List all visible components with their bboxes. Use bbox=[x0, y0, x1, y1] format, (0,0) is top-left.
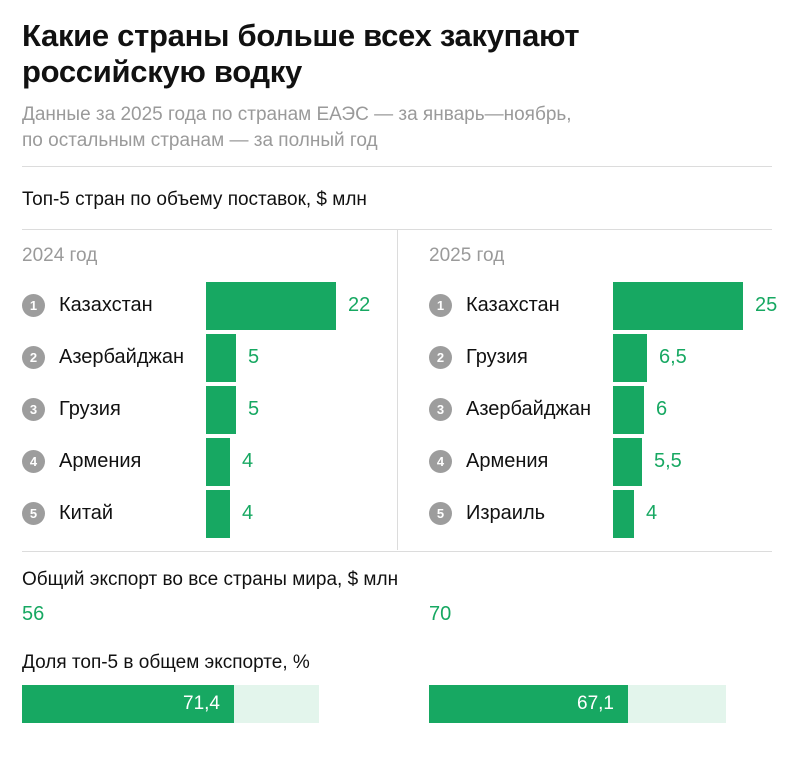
bar-value-label: 5 bbox=[248, 398, 260, 420]
bar-value-label: 5 bbox=[248, 346, 260, 368]
bar-2025-1 bbox=[613, 282, 743, 330]
bar-row: 4 Армения 4 bbox=[22, 436, 392, 488]
country-label: Азербайджан bbox=[59, 346, 185, 368]
subtitle-line-2: по остальным странам — за полный год bbox=[22, 130, 378, 151]
share-fill-2025 bbox=[429, 685, 628, 723]
bar-2025-5 bbox=[613, 490, 634, 538]
bar-row: 1 Казахстан 25 bbox=[429, 280, 796, 332]
country-label: Грузия bbox=[59, 398, 121, 420]
chart-2025: 2025 год 1 Казахстан 25 2 Грузия 6,5 3 Азербайд… bbox=[429, 230, 796, 550]
chart-2024-year-label: 2024 год bbox=[22, 245, 98, 266]
bar-value-label: 6 bbox=[656, 398, 668, 420]
country-label: Израиль bbox=[466, 502, 546, 524]
bar-2024-3 bbox=[206, 386, 236, 434]
country-label: Азербайджан bbox=[466, 398, 592, 420]
share-bar-2025: 67,1 bbox=[429, 685, 726, 723]
share-title: Доля топ-5 в общем экспорте, % bbox=[22, 652, 310, 673]
rank-badge: 2 bbox=[429, 346, 452, 369]
total-export-2025: 70 bbox=[429, 603, 452, 625]
bar-value-label: 4 bbox=[646, 502, 658, 524]
country-label: Грузия bbox=[466, 346, 528, 368]
divider-charts-top bbox=[22, 229, 772, 230]
bar-value-label: 22 bbox=[348, 294, 371, 316]
rank-badge: 4 bbox=[429, 450, 452, 473]
bar-row: 5 Китай 4 bbox=[22, 488, 392, 540]
chart-2024: 2024 год 1 Казахстан 22 2 Азербайджан 5 3 Грузи… bbox=[22, 230, 392, 550]
country-label: Казахстан bbox=[59, 294, 153, 316]
subtitle-line-1: Данные за 2025 года по странам ЕАЭС — за… bbox=[22, 104, 572, 125]
bar-value-label: 4 bbox=[242, 450, 254, 472]
rank-badge: 4 bbox=[22, 450, 45, 473]
country-label: Армения bbox=[59, 450, 142, 472]
bar-2024-1 bbox=[206, 282, 336, 330]
rank-badge: 3 bbox=[22, 398, 45, 421]
bar-row: 3 Азербайджан 6 bbox=[429, 384, 796, 436]
bar-row: 5 Израиль 4 bbox=[429, 488, 796, 540]
share-bar-2024: 71,4 bbox=[22, 685, 319, 723]
rank-badge: 5 bbox=[22, 502, 45, 525]
page-title: Какие страны больше всех закупают россий… bbox=[22, 18, 580, 89]
bar-2024-5 bbox=[206, 490, 230, 538]
divider-vertical bbox=[397, 230, 398, 550]
share-value-2024: 71,4 bbox=[183, 693, 220, 714]
rank-badge: 5 bbox=[429, 502, 452, 525]
total-export-2024: 56 bbox=[22, 603, 45, 625]
country-label: Казахстан bbox=[466, 294, 560, 316]
bar-2024-2 bbox=[206, 334, 236, 382]
chart-2025-year-label: 2025 год bbox=[429, 245, 505, 266]
bar-row: 3 Грузия 5 bbox=[22, 384, 392, 436]
divider-charts-bottom bbox=[22, 551, 772, 552]
page-subtitle: Данные за 2025 года по странам ЕАЭС — за… bbox=[22, 102, 742, 154]
bar-value-label: 6,5 bbox=[659, 346, 687, 368]
share-fill-2024 bbox=[22, 685, 234, 723]
top5-section-title: Топ-5 стран по объему поставок, $ млн bbox=[22, 189, 367, 210]
bar-row: 4 Армения 5,5 bbox=[429, 436, 796, 488]
bar-row: 2 Грузия 6,5 bbox=[429, 332, 796, 384]
bar-row: 2 Азербайджан 5 bbox=[22, 332, 392, 384]
country-label: Армения bbox=[466, 450, 549, 472]
bar-row: 1 Казахстан 22 bbox=[22, 280, 392, 332]
total-export-title: Общий экспорт во все страны мира, $ млн bbox=[22, 569, 399, 590]
bar-value-label: 25 bbox=[755, 294, 778, 316]
rank-badge: 3 bbox=[429, 398, 452, 421]
share-value-2025: 67,1 bbox=[577, 693, 614, 714]
bar-value-label: 4 bbox=[242, 502, 254, 524]
bar-2025-4 bbox=[613, 438, 642, 486]
divider-top bbox=[22, 166, 772, 167]
bar-2025-3 bbox=[613, 386, 644, 434]
bar-2025-2 bbox=[613, 334, 647, 382]
rank-badge: 1 bbox=[429, 294, 452, 317]
bar-2024-4 bbox=[206, 438, 230, 486]
rank-badge: 2 bbox=[22, 346, 45, 369]
country-label: Китай bbox=[59, 502, 114, 524]
bar-value-label: 5,5 bbox=[654, 450, 682, 472]
rank-badge: 1 bbox=[22, 294, 45, 317]
